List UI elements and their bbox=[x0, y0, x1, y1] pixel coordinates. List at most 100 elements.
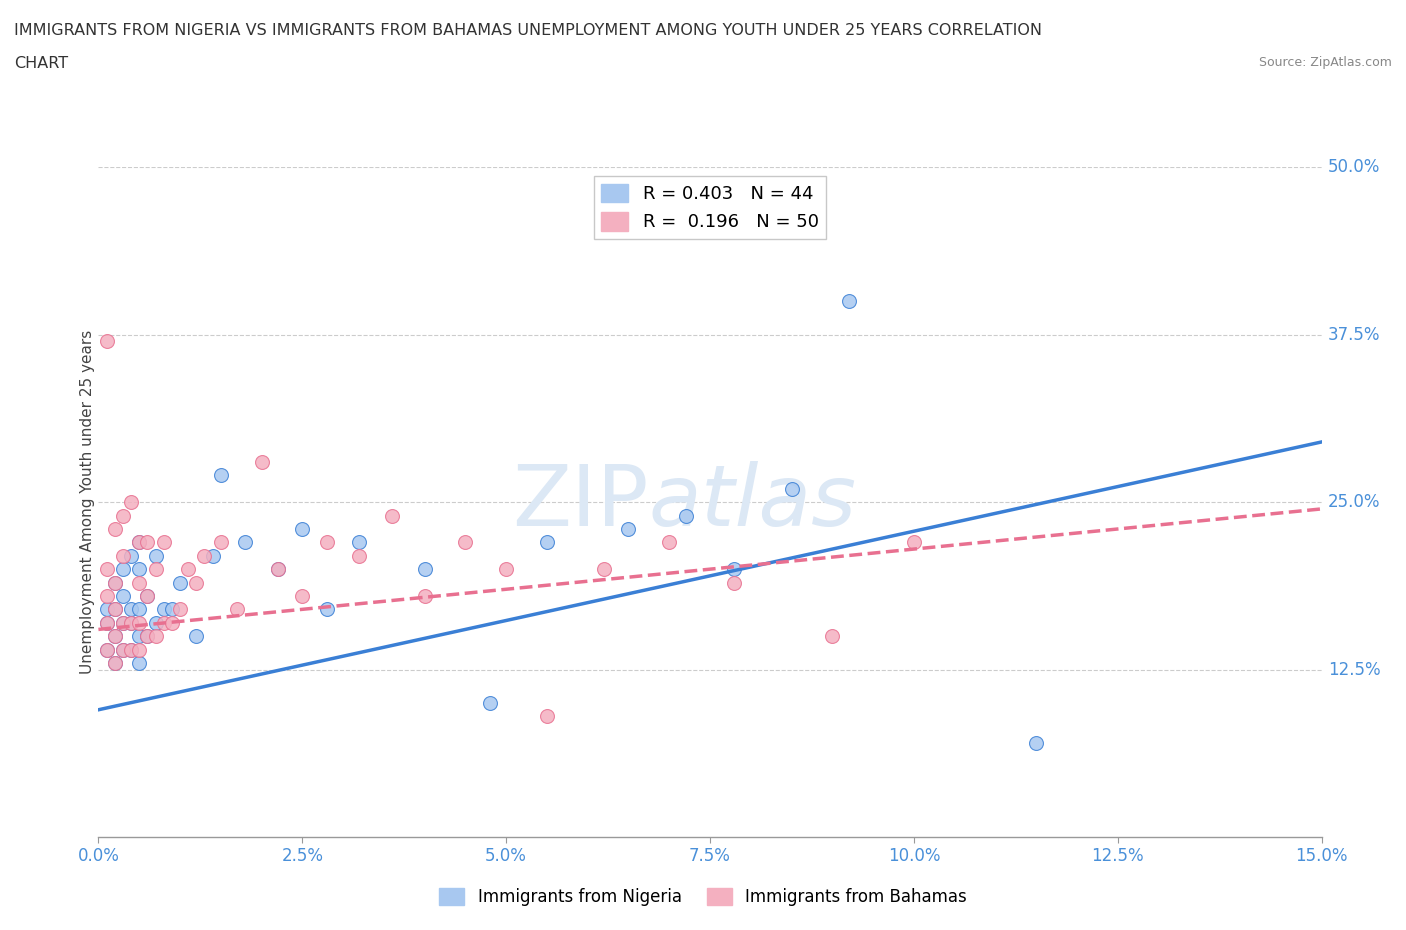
Point bbox=[120, 602, 142, 617]
Point bbox=[104, 602, 127, 617]
Point bbox=[152, 616, 174, 631]
Point bbox=[136, 535, 159, 550]
Point bbox=[160, 602, 183, 617]
Point bbox=[821, 629, 844, 644]
Point bbox=[111, 508, 134, 523]
Point bbox=[160, 616, 183, 631]
Point bbox=[104, 575, 127, 590]
Point bbox=[169, 602, 191, 617]
Point bbox=[291, 589, 314, 604]
Point bbox=[169, 575, 191, 590]
Point bbox=[145, 629, 167, 644]
Point bbox=[120, 549, 142, 564]
Point bbox=[128, 656, 150, 671]
Text: atlas: atlas bbox=[648, 460, 856, 544]
Y-axis label: Unemployment Among Youth under 25 years: Unemployment Among Youth under 25 years bbox=[80, 330, 94, 674]
Point bbox=[536, 535, 558, 550]
Point bbox=[96, 642, 118, 657]
Point bbox=[152, 535, 174, 550]
Point bbox=[478, 696, 501, 711]
Point bbox=[104, 522, 127, 537]
Point bbox=[536, 709, 558, 724]
Point bbox=[136, 629, 159, 644]
Legend: Immigrants from Nigeria, Immigrants from Bahamas: Immigrants from Nigeria, Immigrants from… bbox=[433, 881, 973, 912]
Point bbox=[250, 455, 273, 470]
Point bbox=[658, 535, 681, 550]
Point bbox=[226, 602, 249, 617]
Text: IMMIGRANTS FROM NIGERIA VS IMMIGRANTS FROM BAHAMAS UNEMPLOYMENT AMONG YOUTH UNDE: IMMIGRANTS FROM NIGERIA VS IMMIGRANTS FR… bbox=[14, 23, 1042, 38]
Point bbox=[104, 602, 127, 617]
Point bbox=[111, 616, 134, 631]
Point bbox=[209, 535, 232, 550]
Point bbox=[128, 642, 150, 657]
Point bbox=[201, 549, 224, 564]
Point bbox=[349, 535, 371, 550]
Point bbox=[267, 562, 290, 577]
Point bbox=[186, 629, 208, 644]
Point bbox=[120, 616, 142, 631]
Text: CHART: CHART bbox=[14, 56, 67, 71]
Text: 50.0%: 50.0% bbox=[1327, 158, 1381, 177]
Point bbox=[381, 508, 404, 523]
Point bbox=[593, 562, 616, 577]
Point bbox=[145, 549, 167, 564]
Point bbox=[454, 535, 477, 550]
Point bbox=[96, 589, 118, 604]
Point bbox=[495, 562, 517, 577]
Point bbox=[104, 575, 127, 590]
Point bbox=[315, 602, 337, 617]
Point bbox=[128, 535, 150, 550]
Text: 37.5%: 37.5% bbox=[1327, 326, 1381, 344]
Point bbox=[1025, 736, 1047, 751]
Point bbox=[136, 589, 159, 604]
Point bbox=[128, 562, 150, 577]
Point bbox=[136, 629, 159, 644]
Point bbox=[120, 495, 142, 510]
Point bbox=[104, 629, 127, 644]
Point bbox=[96, 562, 118, 577]
Point bbox=[128, 602, 150, 617]
Point bbox=[186, 575, 208, 590]
Point bbox=[111, 562, 134, 577]
Text: Source: ZipAtlas.com: Source: ZipAtlas.com bbox=[1258, 56, 1392, 69]
Text: 12.5%: 12.5% bbox=[1327, 660, 1381, 679]
Point bbox=[152, 602, 174, 617]
Point bbox=[136, 589, 159, 604]
Point bbox=[617, 522, 640, 537]
Point bbox=[128, 535, 150, 550]
Point bbox=[96, 616, 118, 631]
Point bbox=[128, 616, 150, 631]
Point bbox=[267, 562, 290, 577]
Point bbox=[145, 562, 167, 577]
Point bbox=[838, 294, 860, 309]
Point bbox=[128, 575, 150, 590]
Point bbox=[120, 642, 142, 657]
Point bbox=[723, 562, 745, 577]
Point bbox=[111, 616, 134, 631]
Point bbox=[145, 616, 167, 631]
Point bbox=[177, 562, 200, 577]
Text: 25.0%: 25.0% bbox=[1327, 493, 1381, 512]
Point bbox=[413, 589, 436, 604]
Point bbox=[111, 589, 134, 604]
Point bbox=[723, 575, 745, 590]
Point bbox=[96, 602, 118, 617]
Point bbox=[233, 535, 256, 550]
Point bbox=[675, 508, 697, 523]
Point bbox=[111, 642, 134, 657]
Point bbox=[209, 468, 232, 483]
Point bbox=[96, 616, 118, 631]
Text: ZIP: ZIP bbox=[512, 460, 648, 544]
Point bbox=[315, 535, 337, 550]
Point bbox=[111, 549, 134, 564]
Point bbox=[120, 642, 142, 657]
Point bbox=[128, 629, 150, 644]
Point bbox=[903, 535, 925, 550]
Point bbox=[96, 642, 118, 657]
Point bbox=[413, 562, 436, 577]
Point bbox=[780, 482, 803, 497]
Point bbox=[96, 334, 118, 349]
Point bbox=[120, 616, 142, 631]
Point bbox=[193, 549, 215, 564]
Point bbox=[104, 656, 127, 671]
